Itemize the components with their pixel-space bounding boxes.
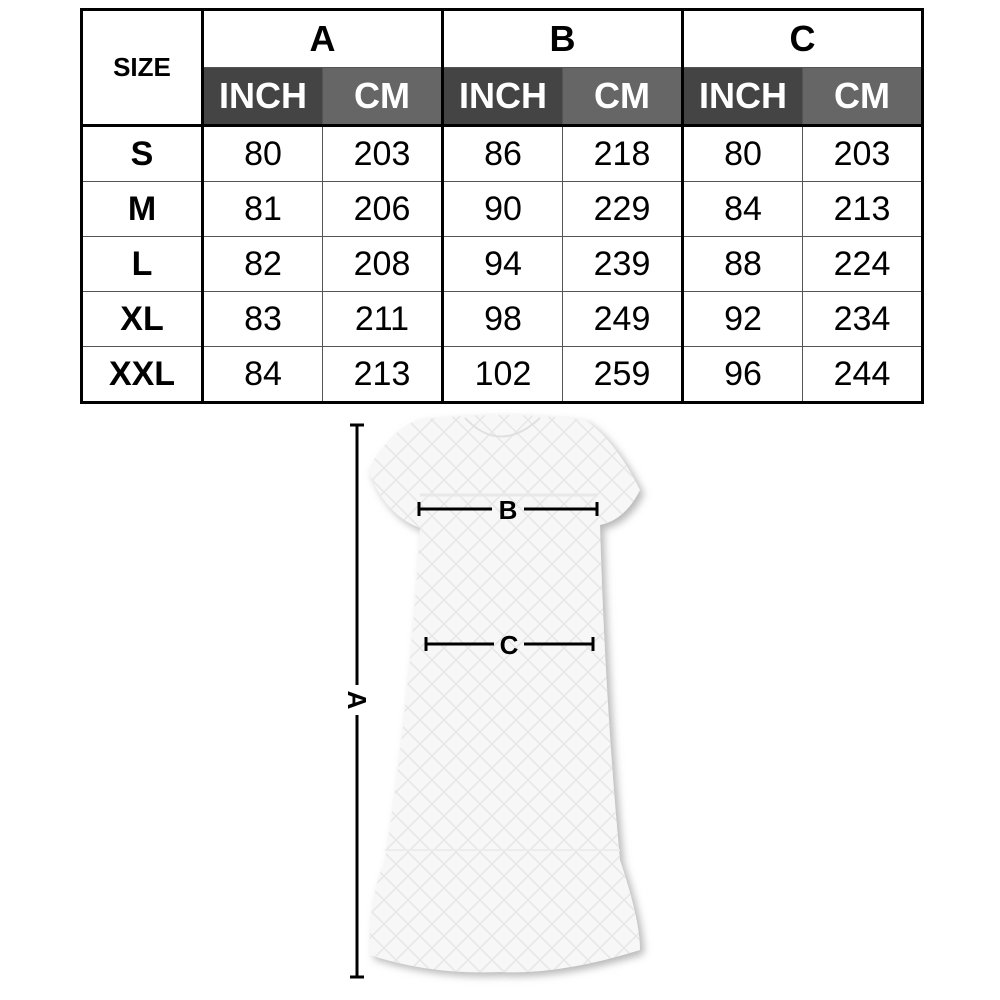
dress-image bbox=[368, 415, 640, 973]
size-value-cell: 83 bbox=[202, 291, 323, 347]
unit-cm-header: CM bbox=[802, 67, 923, 127]
table-row: XL 83 211 98 249 92 234 bbox=[81, 291, 923, 347]
size-label: L bbox=[81, 236, 204, 292]
size-value-cell: 229 bbox=[562, 181, 684, 237]
size-header: SIZE bbox=[81, 9, 204, 127]
unit-cm-header: CM bbox=[322, 67, 444, 127]
unit-inch-header: INCH bbox=[202, 67, 323, 127]
size-value-cell: 96 bbox=[682, 346, 803, 403]
size-value-cell: 102 bbox=[442, 346, 563, 403]
size-value-cell: 81 bbox=[202, 181, 323, 237]
group-a-header: A bbox=[202, 9, 444, 68]
group-c-header: C bbox=[682, 9, 924, 68]
measure-c-label: C bbox=[500, 630, 519, 660]
size-value-cell: 98 bbox=[442, 291, 563, 347]
unit-cm-header: CM bbox=[562, 67, 684, 127]
measure-b-line bbox=[417, 502, 599, 516]
size-label: XXL bbox=[81, 346, 204, 403]
group-b-header: B bbox=[442, 9, 684, 68]
size-value-cell: 203 bbox=[802, 125, 923, 182]
size-value-cell: 82 bbox=[202, 236, 323, 292]
size-value-cell: 213 bbox=[322, 346, 444, 403]
size-value-cell: 80 bbox=[202, 125, 323, 182]
size-value-cell: 80 bbox=[682, 125, 803, 182]
size-value-cell: 84 bbox=[682, 181, 803, 237]
table-row: L 82 208 94 239 88 224 bbox=[81, 236, 923, 292]
measure-c-line bbox=[424, 637, 595, 651]
size-value-cell: 239 bbox=[562, 236, 684, 292]
size-value-cell: 92 bbox=[682, 291, 803, 347]
size-value-cell: 249 bbox=[562, 291, 684, 347]
unit-inch-header: INCH bbox=[682, 67, 803, 127]
size-value-cell: 211 bbox=[322, 291, 444, 347]
size-value-cell: 218 bbox=[562, 125, 684, 182]
size-value-cell: 90 bbox=[442, 181, 563, 237]
size-value-cell: 259 bbox=[562, 346, 684, 403]
size-value-cell: 203 bbox=[322, 125, 444, 182]
size-value-cell: 224 bbox=[802, 236, 923, 292]
size-value-cell: 244 bbox=[802, 346, 923, 403]
size-value-cell: 208 bbox=[322, 236, 444, 292]
size-chart-table: SIZE A B C INCH CM INCH CM INCH CM S 80 20… bbox=[80, 8, 924, 404]
size-label: S bbox=[81, 125, 204, 182]
table-row: XXL 84 213 102 259 96 244 bbox=[81, 346, 923, 403]
size-value-cell: 206 bbox=[322, 181, 444, 237]
unit-inch-header: INCH bbox=[442, 67, 563, 127]
table-row: S 80 203 86 218 80 203 bbox=[81, 125, 923, 182]
size-value-cell: 88 bbox=[682, 236, 803, 292]
measure-a-label: A bbox=[342, 691, 372, 710]
size-value-cell: 84 bbox=[202, 346, 323, 403]
size-value-cell: 86 bbox=[442, 125, 563, 182]
measure-b-label: B bbox=[499, 495, 518, 525]
size-label: XL bbox=[81, 291, 204, 347]
